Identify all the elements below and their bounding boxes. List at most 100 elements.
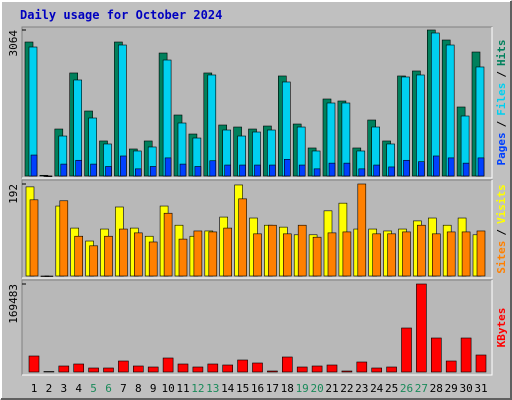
bar bbox=[402, 231, 411, 277]
x-tick-label: 6 bbox=[105, 382, 112, 395]
bar bbox=[356, 361, 368, 373]
legend-separator: / bbox=[495, 229, 508, 236]
bar bbox=[119, 228, 128, 277]
x-tick-label: 24 bbox=[370, 382, 384, 395]
bar bbox=[75, 159, 82, 177]
bar bbox=[30, 154, 38, 177]
chart-title: Daily usage for October 2024 bbox=[20, 8, 222, 22]
x-tick-label: 18 bbox=[281, 382, 294, 395]
bar bbox=[60, 163, 68, 177]
x-tick-label: 19 bbox=[296, 382, 309, 395]
bar bbox=[387, 233, 396, 277]
bar bbox=[147, 366, 159, 373]
x-tick-label: 16 bbox=[251, 382, 264, 395]
bar bbox=[460, 337, 472, 373]
legend: KBytes bbox=[495, 308, 508, 348]
bar bbox=[194, 166, 202, 177]
x-tick-label: 5 bbox=[90, 382, 97, 395]
bar bbox=[403, 159, 410, 177]
bar bbox=[207, 363, 219, 373]
x-tick-label: 11 bbox=[176, 382, 189, 395]
y-tick-label: 192 bbox=[7, 184, 20, 204]
legend-entry: Files bbox=[495, 83, 508, 116]
bar bbox=[177, 363, 189, 373]
x-tick-label: 25 bbox=[385, 382, 398, 395]
bar bbox=[327, 232, 337, 277]
bar bbox=[149, 166, 157, 177]
bar bbox=[59, 200, 69, 277]
legend-separator: / bbox=[495, 71, 508, 78]
bar bbox=[103, 367, 114, 373]
bar bbox=[43, 371, 55, 373]
bar bbox=[208, 231, 218, 277]
legend-entry: Pages bbox=[495, 132, 508, 165]
bar bbox=[298, 164, 306, 177]
bar bbox=[239, 164, 246, 177]
x-tick-label: 21 bbox=[325, 382, 338, 395]
bar bbox=[477, 157, 485, 177]
bar bbox=[253, 233, 262, 277]
x-tick-label: 14 bbox=[221, 382, 235, 395]
bar bbox=[268, 224, 277, 277]
bar bbox=[73, 363, 84, 373]
bar bbox=[88, 367, 99, 373]
bar bbox=[224, 164, 231, 177]
bar bbox=[269, 164, 276, 177]
x-tick-label: 7 bbox=[120, 382, 127, 395]
bar bbox=[90, 163, 97, 177]
x-tick-label: 15 bbox=[236, 382, 249, 395]
legend-entry: Hits bbox=[495, 40, 508, 67]
bar bbox=[282, 233, 292, 277]
x-tick-label: 20 bbox=[310, 382, 323, 395]
bar bbox=[475, 354, 487, 373]
bar bbox=[223, 227, 232, 277]
bar bbox=[74, 235, 83, 277]
x-tick-label: 2 bbox=[46, 382, 53, 395]
legend-entry: Sites bbox=[495, 241, 508, 274]
bar bbox=[445, 44, 455, 177]
panel-bevel bbox=[22, 27, 493, 179]
x-tick-label: 29 bbox=[445, 382, 458, 395]
x-tick-label: 30 bbox=[459, 382, 472, 395]
legend: Pages / Files / Hits bbox=[495, 40, 508, 166]
panel-bevel bbox=[22, 180, 493, 279]
bar bbox=[358, 168, 366, 177]
bar bbox=[311, 365, 323, 373]
x-tick-label: 23 bbox=[355, 382, 368, 395]
bar bbox=[446, 231, 456, 277]
bar bbox=[401, 327, 412, 373]
bar bbox=[44, 275, 54, 277]
bar bbox=[89, 245, 98, 277]
x-tick-label: 10 bbox=[161, 382, 174, 395]
legend-entry: Visits bbox=[495, 184, 508, 224]
bar bbox=[445, 360, 457, 373]
bar bbox=[388, 166, 395, 177]
bar bbox=[148, 241, 158, 277]
bar bbox=[461, 231, 471, 277]
bar bbox=[431, 233, 441, 277]
bar bbox=[135, 168, 142, 177]
bar bbox=[105, 166, 112, 177]
bar bbox=[342, 231, 352, 277]
bar bbox=[193, 230, 203, 277]
bar bbox=[120, 155, 127, 177]
bar bbox=[416, 74, 425, 177]
bar bbox=[462, 162, 470, 177]
bar bbox=[372, 233, 382, 277]
x-tick-label: 1 bbox=[31, 382, 38, 395]
bar bbox=[209, 160, 217, 177]
bar bbox=[447, 157, 455, 177]
bar bbox=[28, 355, 40, 373]
bar bbox=[341, 370, 353, 373]
bar bbox=[283, 159, 291, 177]
x-tick-label: 17 bbox=[266, 382, 279, 395]
x-tick-label: 4 bbox=[75, 382, 82, 395]
x-tick-label: 3 bbox=[60, 382, 67, 395]
x-tick-label: 26 bbox=[400, 382, 413, 395]
bar bbox=[373, 164, 381, 177]
bar bbox=[192, 366, 204, 373]
bar bbox=[430, 337, 442, 373]
bar bbox=[162, 357, 174, 373]
